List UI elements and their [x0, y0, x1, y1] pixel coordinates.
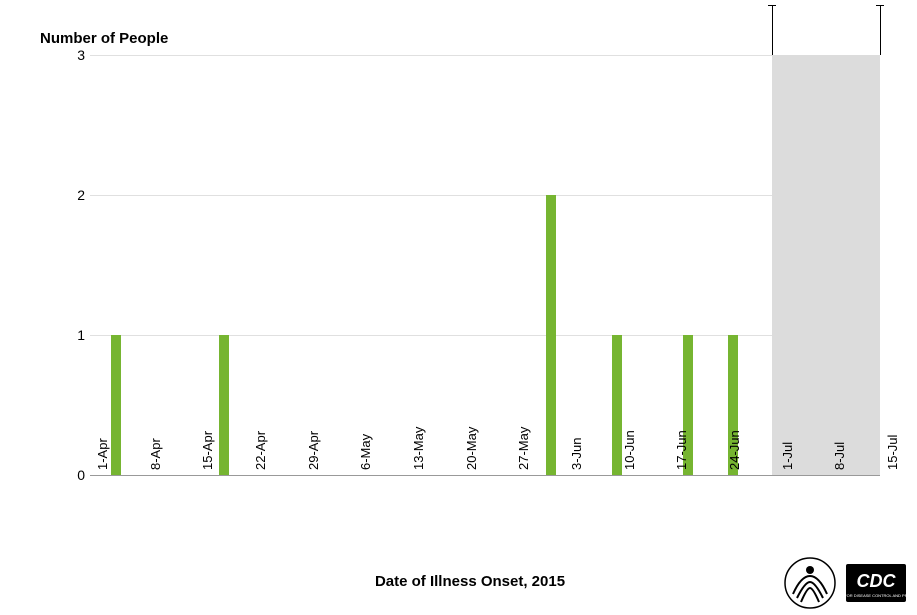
y-tick-label: 3	[60, 47, 85, 63]
grid-line	[90, 335, 880, 336]
epi-curve-chart: Number of People 0123Illnesses that bega…	[40, 30, 900, 590]
x-tick-label: 1-Jul	[780, 442, 795, 470]
y-tick-label: 2	[60, 187, 85, 203]
x-tick-label: 1-Apr	[95, 438, 110, 470]
y-tick-label: 0	[60, 467, 85, 483]
x-tick-label: 3-Jun	[569, 437, 584, 470]
x-tick-label: 17-Jun	[674, 430, 689, 470]
x-tick-label: 22-Apr	[253, 431, 268, 470]
x-tick-label: 29-Apr	[306, 431, 321, 470]
x-tick-label: 15-Jul	[885, 435, 900, 470]
data-bar	[612, 335, 622, 475]
svg-text:CENTERS FOR DISEASE CONTROL AN: CENTERS FOR DISEASE CONTROL AND PREVENTI…	[845, 593, 907, 598]
x-tick-label: 15-Apr	[200, 431, 215, 470]
unreported-shade	[772, 55, 880, 475]
svg-text:CDC: CDC	[857, 571, 897, 591]
x-tick-label: 6-May	[358, 434, 373, 470]
x-tick-label: 20-May	[464, 427, 479, 470]
cdc-logo-icon: CDC CENTERS FOR DISEASE CONTROL AND PREV…	[845, 563, 907, 603]
x-tick-label: 8-Apr	[148, 438, 163, 470]
shade-boundary	[772, 5, 773, 55]
hhs-logo-icon	[783, 556, 837, 610]
x-tick-label: 13-May	[411, 427, 426, 470]
x-axis-title: Date of Illness Onset, 2015	[375, 573, 565, 590]
x-tick-label: 10-Jun	[622, 430, 637, 470]
logo-row: CDC CENTERS FOR DISEASE CONTROL AND PREV…	[783, 556, 907, 610]
grid-line	[90, 55, 880, 56]
shade-cap	[768, 5, 776, 6]
data-bar	[219, 335, 229, 475]
shade-boundary	[880, 5, 881, 55]
shade-cap	[876, 5, 884, 6]
x-tick-label: 8-Jul	[832, 442, 847, 470]
plot-area: 0123Illnesses that began during this tim…	[90, 55, 880, 475]
data-bar	[546, 195, 556, 475]
y-tick-label: 1	[60, 327, 85, 343]
grid-line	[90, 195, 880, 196]
y-axis-title: Number of People	[40, 30, 168, 47]
x-tick-label: 24-Jun	[727, 430, 742, 470]
data-bar	[111, 335, 121, 475]
x-tick-label: 27-May	[516, 427, 531, 470]
x-axis-line	[90, 475, 880, 476]
